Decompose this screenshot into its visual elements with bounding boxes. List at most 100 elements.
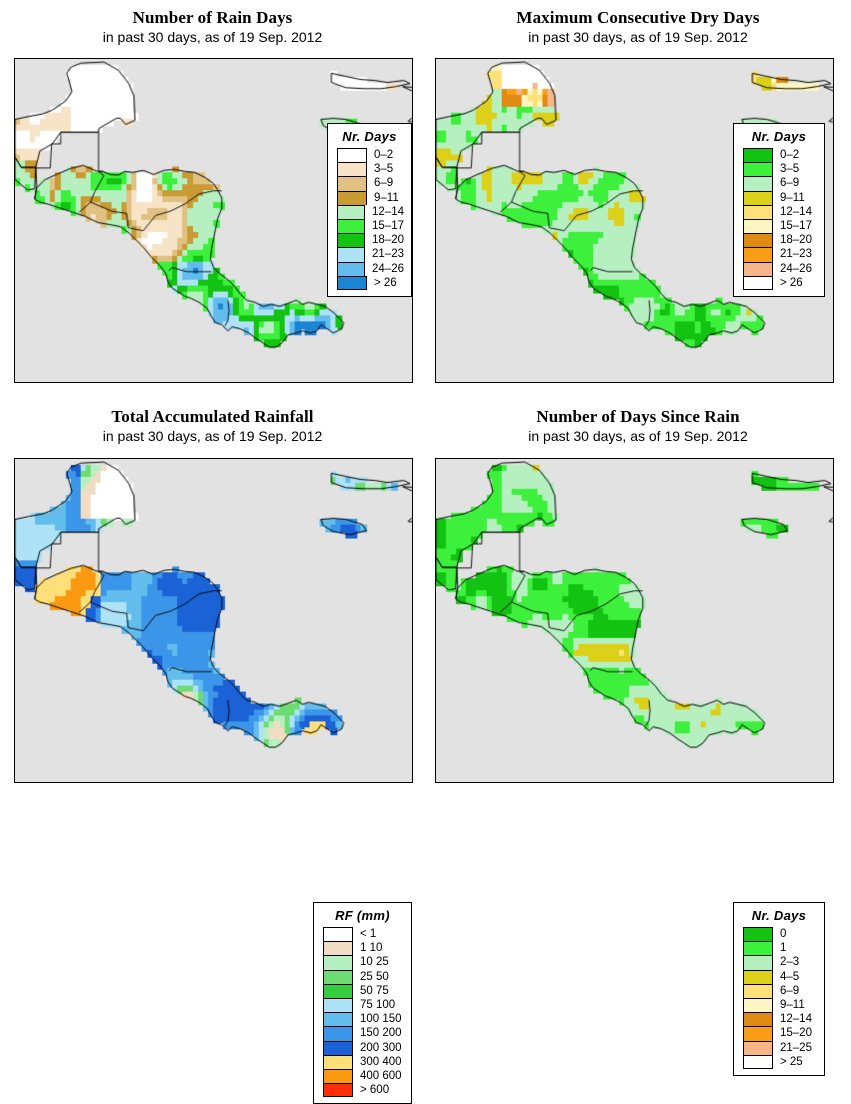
legend-swatch — [743, 162, 773, 177]
legend-entry: 15–20 — [743, 1026, 817, 1041]
legend-label: 15–17 — [780, 219, 812, 232]
legend-label: 2–3 — [780, 956, 800, 969]
legend-swatch — [743, 927, 773, 942]
legend-label: 21–23 — [780, 248, 812, 261]
panel-title-main: Number of Rain Days — [132, 8, 293, 27]
legend-label: > 26 — [374, 276, 397, 289]
panel-title-total-rainfall: Total Accumulated Rainfall in past 30 da… — [0, 407, 425, 445]
legend-label: 10 25 — [360, 956, 389, 969]
legend-entry: 300 400 — [323, 1054, 404, 1069]
legend-swatch — [743, 1012, 773, 1027]
legend-entry: 3–5 — [337, 162, 404, 177]
panel-total-rainfall: Total Accumulated Rainfall in past 30 da… — [0, 396, 425, 1104]
legend-entry: 1 — [743, 941, 817, 956]
legend-entry: > 26 — [337, 275, 404, 290]
legend-swatch — [337, 247, 366, 262]
legend-swatch — [743, 218, 773, 234]
legend-entry: 1 10 — [323, 941, 404, 956]
legend-label: 24–26 — [372, 262, 404, 275]
map-raster-total-rainfall — [15, 459, 412, 782]
legend-swatch — [323, 941, 353, 956]
legend-rows: 0–2 3–5 6–9 9–11 12–14 15–17 18–20 21–23 24–26 > … — [734, 148, 824, 296]
legend-swatch — [743, 176, 773, 191]
legend-entry: 200 300 — [323, 1040, 404, 1055]
legend-swatch — [337, 162, 367, 177]
legend-label: 3–5 — [374, 163, 394, 176]
legend-entry: 0 — [743, 927, 817, 942]
legend-label: 12–14 — [780, 205, 812, 218]
legend-entry: 6–9 — [337, 176, 404, 191]
legend-label: 50 75 — [360, 984, 389, 997]
legend-entry: 21–23 — [337, 247, 404, 262]
legend-swatch — [337, 190, 367, 205]
legend-label: 18–20 — [780, 234, 812, 247]
legend-entry: 9–11 — [743, 997, 817, 1013]
legend-title: Nr. Days — [342, 129, 397, 144]
legend-swatch — [337, 218, 366, 234]
legend-entry: 10 25 — [323, 955, 404, 970]
legend-max-dry-days: Nr. Days 0–2 3–5 6–9 9–11 12–14 15–17 18–20 21–… — [733, 123, 825, 297]
map-raster-days-since-rain — [436, 459, 833, 782]
legend-entry: 9–11 — [743, 190, 817, 205]
legend-entry: 3–5 — [743, 162, 817, 177]
legend-label: 21–25 — [780, 1041, 812, 1054]
legend-label: 75 100 — [360, 998, 396, 1011]
legend-label: 300 400 — [360, 1055, 402, 1068]
legend-swatch — [743, 190, 773, 205]
legend-entry: 12–14 — [743, 1012, 817, 1027]
legend-title: Nr. Days — [751, 129, 807, 144]
legend-label: 6–9 — [374, 177, 394, 190]
panel-title-sub: in past 30 days, as of 19 Sep. 2012 — [102, 428, 323, 444]
legend-total-rainfall: RF (mm) < 1 1 10 10 25 25 50 50 75 75 100 100 … — [313, 902, 412, 1104]
legend-label: 6–9 — [780, 177, 800, 190]
legend-entry: 150 200 — [323, 1026, 404, 1041]
legend-label: > 26 — [780, 276, 803, 289]
panel-max-dry-days: Maximum Consecutive Dry Days in past 30 … — [425, 0, 851, 396]
legend-label: > 25 — [780, 1055, 803, 1068]
legend-swatch — [743, 1040, 773, 1055]
legend-swatch — [323, 1068, 353, 1084]
legend-swatch — [743, 275, 773, 290]
legend-swatch — [323, 927, 353, 942]
panel-title-main: Number of Days Since Rain — [536, 407, 740, 426]
legend-swatch — [337, 233, 366, 248]
legend-swatch — [323, 955, 353, 970]
legend-entry: 0–2 — [337, 148, 404, 163]
legend-swatch — [323, 983, 353, 998]
legend-label: 0 — [780, 928, 787, 940]
map-total-rainfall[interactable] — [14, 458, 413, 783]
legend-swatch — [743, 955, 773, 970]
legend-swatch — [337, 176, 367, 191]
legend-label: 400 600 — [360, 1069, 402, 1082]
legend-rows: 0 1 2–3 4–5 6–9 9–11 12–14 15–20 21–25 > 25 — [734, 927, 824, 1075]
panel-title-main: Maximum Consecutive Dry Days — [516, 8, 760, 27]
legend-label: 6–9 — [780, 984, 800, 997]
legend-swatch — [743, 983, 773, 998]
legend-entry: 2–3 — [743, 955, 817, 970]
legend-entry: 15–17 — [743, 218, 817, 234]
legend-entry: > 600 — [323, 1083, 404, 1098]
legend-entry: 400 600 — [323, 1068, 404, 1084]
legend-label: 150 200 — [360, 1027, 402, 1040]
legend-label: 15–17 — [372, 219, 404, 232]
legend-entry: 21–23 — [743, 247, 817, 262]
panel-title-sub: in past 30 days, as of 19 Sep. 2012 — [528, 29, 748, 45]
legend-swatch — [743, 997, 773, 1013]
panel-days-since-rain: Number of Days Since Rain in past 30 day… — [425, 396, 851, 1076]
legend-entry: < 1 — [323, 927, 404, 942]
legend-entry: 24–26 — [743, 261, 817, 276]
legend-swatch — [323, 1054, 353, 1069]
legend-label: 200 300 — [360, 1041, 402, 1054]
legend-entry: 4–5 — [743, 969, 817, 984]
legend-swatch — [337, 148, 367, 163]
panel-title-main: Total Accumulated Rainfall — [111, 407, 314, 426]
legend-entry: > 26 — [743, 275, 817, 290]
panel-title-sub: in past 30 days, as of 19 Sep. 2012 — [102, 29, 323, 45]
legend-entry: 21–25 — [743, 1040, 817, 1055]
legend-entry: 9–11 — [337, 190, 404, 205]
legend-entry: 18–20 — [743, 233, 817, 248]
legend-swatch — [743, 969, 773, 984]
legend-swatch — [743, 148, 773, 163]
legend-swatch — [323, 1040, 353, 1055]
map-days-since-rain[interactable] — [435, 458, 834, 783]
